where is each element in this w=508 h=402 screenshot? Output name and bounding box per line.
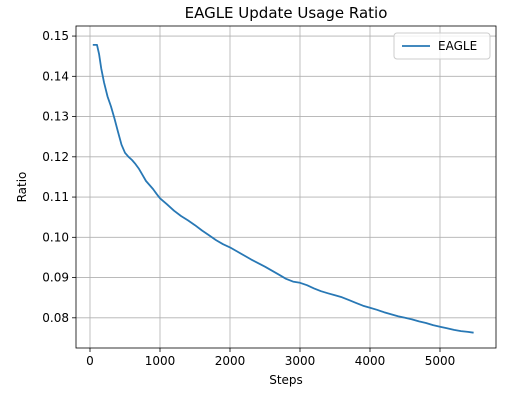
y-tick-label: 0.12: [42, 150, 69, 164]
grid: [76, 26, 496, 348]
chart-title: EAGLE Update Usage Ratio: [185, 4, 388, 22]
y-tick-label: 0.14: [42, 69, 69, 83]
y-tick-label: 0.13: [42, 110, 69, 124]
y-tick-label: 0.08: [42, 311, 69, 325]
y-tick-label: 0.09: [42, 271, 69, 285]
legend: EAGLE: [393, 32, 491, 60]
y-tick-label: 0.15: [42, 29, 69, 43]
y-tick-label: 0.11: [42, 190, 69, 204]
series-line-eagle: [92, 44, 474, 334]
x-tick-label: 3000: [285, 354, 316, 368]
y-axis-title: Ratio: [15, 172, 29, 203]
axis-ticks: 0 1000 2000 3000 4000 5000 0.08 0.09 0.10 0.11 0.1…: [42, 29, 455, 368]
y-tick-label: 0.10: [42, 230, 69, 244]
x-tick-label: 1000: [145, 354, 176, 368]
x-tick-label: 4000: [355, 354, 386, 368]
x-axis-title: Steps: [269, 373, 303, 387]
legend-label: EAGLE: [438, 39, 477, 53]
legend-box: [393, 32, 491, 60]
x-tick-label: 5000: [425, 354, 456, 368]
plot-frame: [75, 25, 497, 349]
series-layer: [92, 44, 474, 334]
x-tick-label: 2000: [215, 354, 246, 368]
x-tick-label: 0: [86, 354, 94, 368]
